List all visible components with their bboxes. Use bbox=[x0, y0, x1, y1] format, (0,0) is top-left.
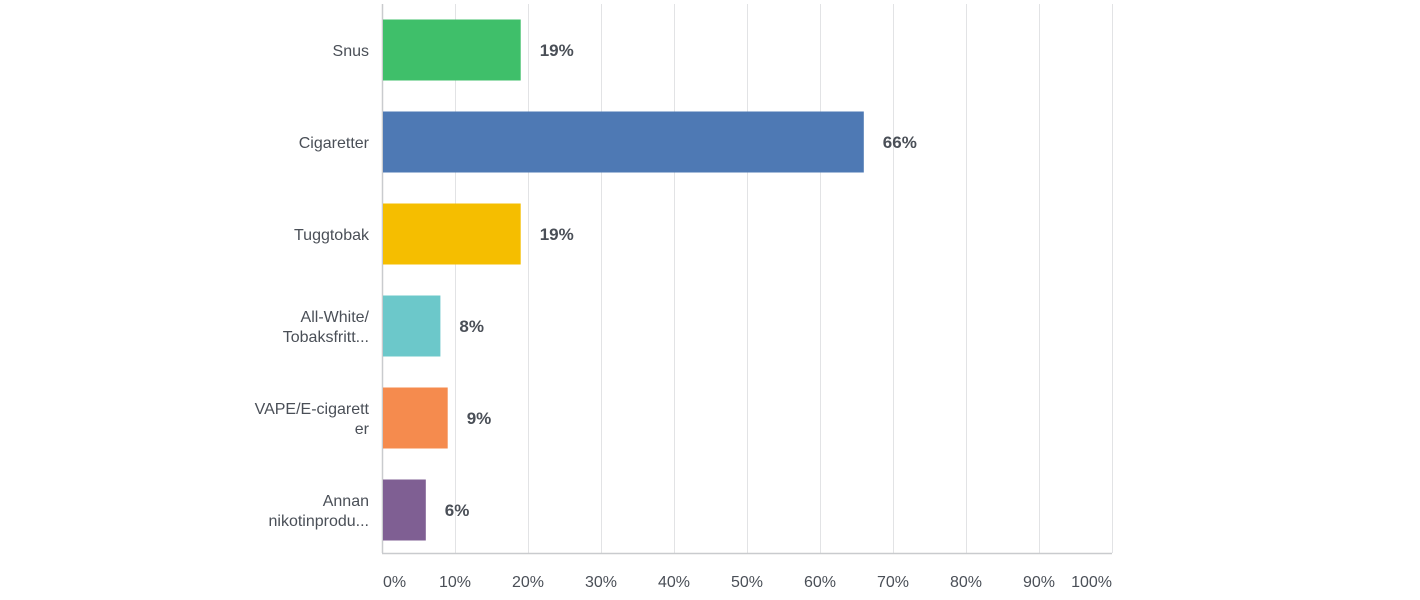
value-label-1: 19% bbox=[540, 41, 574, 60]
category-label-line: VAPE/E-cigarett bbox=[255, 401, 370, 418]
value-label-3: 19% bbox=[540, 225, 574, 244]
bar-2 bbox=[383, 111, 864, 173]
value-label-4: 8% bbox=[459, 317, 484, 336]
tick-label-50: 50% bbox=[731, 574, 763, 591]
tick-label-20: 20% bbox=[512, 574, 544, 591]
bar-3 bbox=[383, 203, 521, 265]
value-label-5: 9% bbox=[467, 409, 492, 428]
value-label-6: 6% bbox=[445, 501, 470, 520]
tick-label-100: 100% bbox=[1071, 574, 1112, 591]
category-label-line: Tobaksfritt... bbox=[283, 329, 369, 346]
category-label-6: Annan nikotinprodu... bbox=[268, 493, 369, 530]
category-label-1: Snus bbox=[333, 43, 369, 60]
bar-1 bbox=[383, 19, 521, 81]
tick-label-60: 60% bbox=[804, 574, 836, 591]
tick-label-80: 80% bbox=[950, 574, 982, 591]
category-label-line: Snus bbox=[333, 43, 369, 60]
tick-label-40: 40% bbox=[658, 574, 690, 591]
tick-label-30: 30% bbox=[585, 574, 617, 591]
category-label-4: All-White/Tobaksfritt... bbox=[283, 309, 370, 346]
tick-label-90: 90% bbox=[1023, 574, 1055, 591]
bar-6 bbox=[383, 479, 426, 541]
value-label-2: 66% bbox=[883, 133, 917, 152]
category-label-line: Cigaretter bbox=[299, 135, 370, 152]
category-label-line: Tuggtobak bbox=[294, 227, 370, 244]
tick-label-70: 70% bbox=[877, 574, 909, 591]
tick-label-0: 0% bbox=[383, 574, 406, 591]
bar-5 bbox=[383, 387, 448, 449]
category-label-line: nikotinprodu... bbox=[268, 513, 369, 530]
category-label-3: Tuggtobak bbox=[294, 227, 370, 244]
tick-label-10: 10% bbox=[439, 574, 471, 591]
category-label-2: Cigaretter bbox=[299, 135, 370, 152]
category-label-line: All-White/ bbox=[301, 309, 370, 326]
bar-4 bbox=[383, 295, 441, 357]
category-label-5: VAPE/E-cigarett er bbox=[255, 401, 370, 438]
category-label-line: er bbox=[355, 421, 370, 438]
category-label-line: Annan bbox=[323, 493, 369, 510]
gridlines bbox=[455, 4, 1113, 553]
